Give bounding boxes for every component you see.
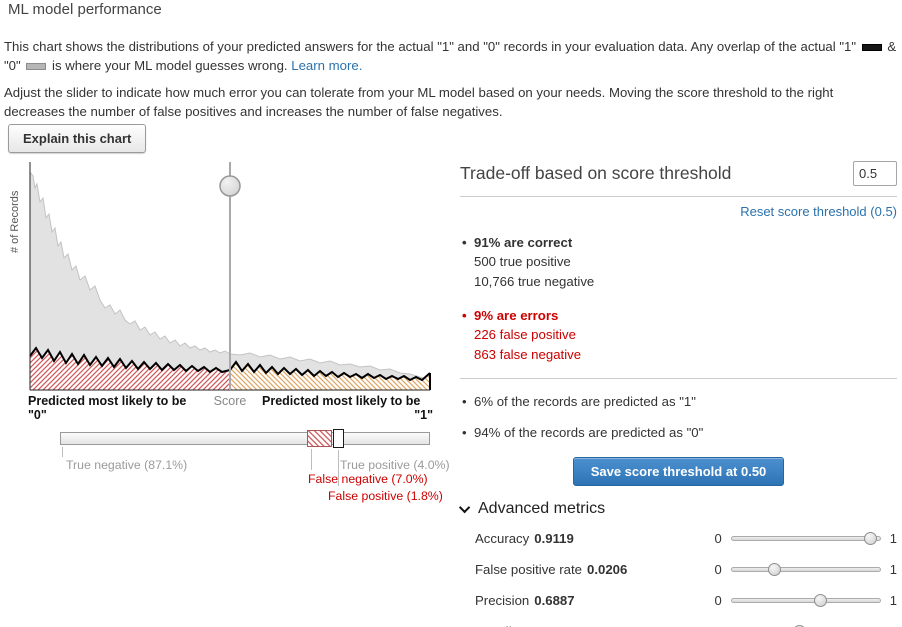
metric-value: 0.3668 [517, 624, 557, 627]
page-title: ML model performance [8, 1, 162, 18]
false-negative-count: 863 false negative [474, 346, 582, 362]
errors-summary: 9% are errors 226 false positive 863 fal… [460, 306, 897, 365]
learn-more-link[interactable]: Learn more. [291, 57, 363, 73]
false-positive-count: 226 false positive [474, 326, 576, 342]
zero-distribution-area [29, 170, 431, 391]
false-negative-label: False negative (7.0%) [308, 472, 428, 486]
accuracy-slider[interactable] [730, 532, 881, 546]
correct-summary: 91% are correct 500 true positive 10,766… [460, 233, 897, 292]
score-threshold-input[interactable] [853, 160, 897, 186]
zero-distribution-swatch-icon [26, 62, 47, 70]
true-positive-label: True positive (4.0%) [340, 458, 450, 472]
explain-chart-button[interactable]: Explain this chart [8, 124, 147, 153]
chevron-down-icon [458, 501, 471, 513]
metric-row-false-positive-rate: False positive rate 0.0206 0 1 [475, 560, 897, 580]
x-label-one-value: "1" [414, 408, 433, 422]
metric-label: Recall [475, 624, 512, 627]
predicted-one-summary: 6% of the records are predicted as "1" [460, 392, 897, 411]
slider-min-label: 0 [714, 593, 722, 609]
metric-label: Accuracy [475, 531, 530, 547]
score-threshold-handle[interactable] [219, 175, 241, 197]
false-positive-leader-line [338, 450, 339, 486]
threshold-slider-handle[interactable] [333, 429, 344, 448]
true-positive-count: 500 true positive [474, 254, 571, 270]
description-zero: "0" [4, 57, 21, 73]
one-distribution-right-area [230, 362, 430, 390]
chart-description: This chart shows the distributions of yo… [4, 38, 897, 75]
description-amp: & [887, 39, 897, 54]
metric-value: 0.0206 [587, 562, 628, 578]
description-text-2: is where your ML model guesses wrong. [52, 57, 288, 73]
threshold-slider-track[interactable] [60, 432, 430, 445]
slider-min-label: 0 [715, 624, 722, 627]
true-negative-count: 10,766 true negative [474, 273, 595, 289]
tradeoff-panel: Trade-off based on score threshold Reset… [458, 158, 897, 627]
divider [460, 378, 897, 380]
slider-max-label: 1 [889, 531, 897, 547]
one-distribution-left-line [29, 346, 231, 374]
metric-value: 0.6887 [534, 593, 575, 609]
x-label-score: Score [213, 394, 247, 408]
false-positive-rate-slider-knob[interactable] [767, 563, 781, 577]
slider-max-label: 1 [890, 624, 897, 627]
x-label-zero: Predicted most likely to be "0" [28, 394, 186, 422]
metric-row-precision: Precision 0.6887 0 1 [475, 591, 897, 611]
description-text-1: This chart shows the distributions of yo… [4, 39, 857, 54]
metric-row-accuracy: Accuracy 0.9119 0 1 [475, 529, 897, 549]
false-negative-segment[interactable] [307, 430, 332, 447]
accuracy-slider-knob[interactable] [863, 532, 877, 546]
false-negative-leader-line [311, 449, 312, 470]
tradeoff-title: Trade-off based on score threshold [460, 162, 732, 183]
slider-max-label: 1 [889, 593, 897, 609]
true-negative-label: True negative (87.1%) [66, 458, 188, 472]
reset-threshold-link[interactable]: Reset score threshold (0.5) [740, 204, 897, 219]
true-negative-leader-line [62, 447, 63, 457]
slider-min-label: 0 [714, 562, 722, 578]
slider-min-label: 0 [714, 531, 722, 547]
metric-label: False positive rate [475, 562, 583, 578]
one-distribution-left-area [30, 348, 230, 390]
x-label-one-text: Predicted most likely to be [262, 394, 421, 408]
false-positive-rate-slider[interactable] [730, 563, 881, 577]
y-axis-label: # of Records [9, 190, 21, 253]
x-label-zero-value: "0" [28, 408, 47, 422]
precision-slider-knob[interactable] [813, 594, 827, 608]
divider [460, 196, 897, 197]
advanced-metrics-title: Advanced metrics [478, 499, 606, 517]
errors-headline: 9% are errors [460, 306, 897, 325]
correct-headline: 91% are correct [460, 233, 897, 252]
predicted-zero-summary: 94% of the records are predicted as "0" [460, 423, 897, 442]
one-distribution-right-line [229, 360, 431, 382]
precision-slider[interactable] [730, 594, 881, 608]
distribution-chart: # of Records [9, 162, 431, 391]
metric-label: Precision [475, 593, 530, 609]
metric-value: 0.9119 [534, 531, 574, 547]
one-distribution-swatch-icon [861, 44, 882, 52]
advanced-metrics-toggle[interactable]: Advanced metrics [458, 499, 897, 518]
slider-instructions: Adjust the slider to indicate how much e… [4, 85, 834, 119]
false-positive-label: False positive (1.8%) [328, 489, 443, 503]
metric-row-recall: Recall 0.3668 0 1 [475, 622, 897, 627]
x-label-one: Predicted most likely to be "1" [262, 394, 433, 422]
slider-max-label: 1 [889, 562, 897, 578]
save-threshold-button[interactable]: Save score threshold at 0.50 [572, 456, 785, 486]
x-label-zero-text: Predicted most likely to be [28, 394, 187, 408]
